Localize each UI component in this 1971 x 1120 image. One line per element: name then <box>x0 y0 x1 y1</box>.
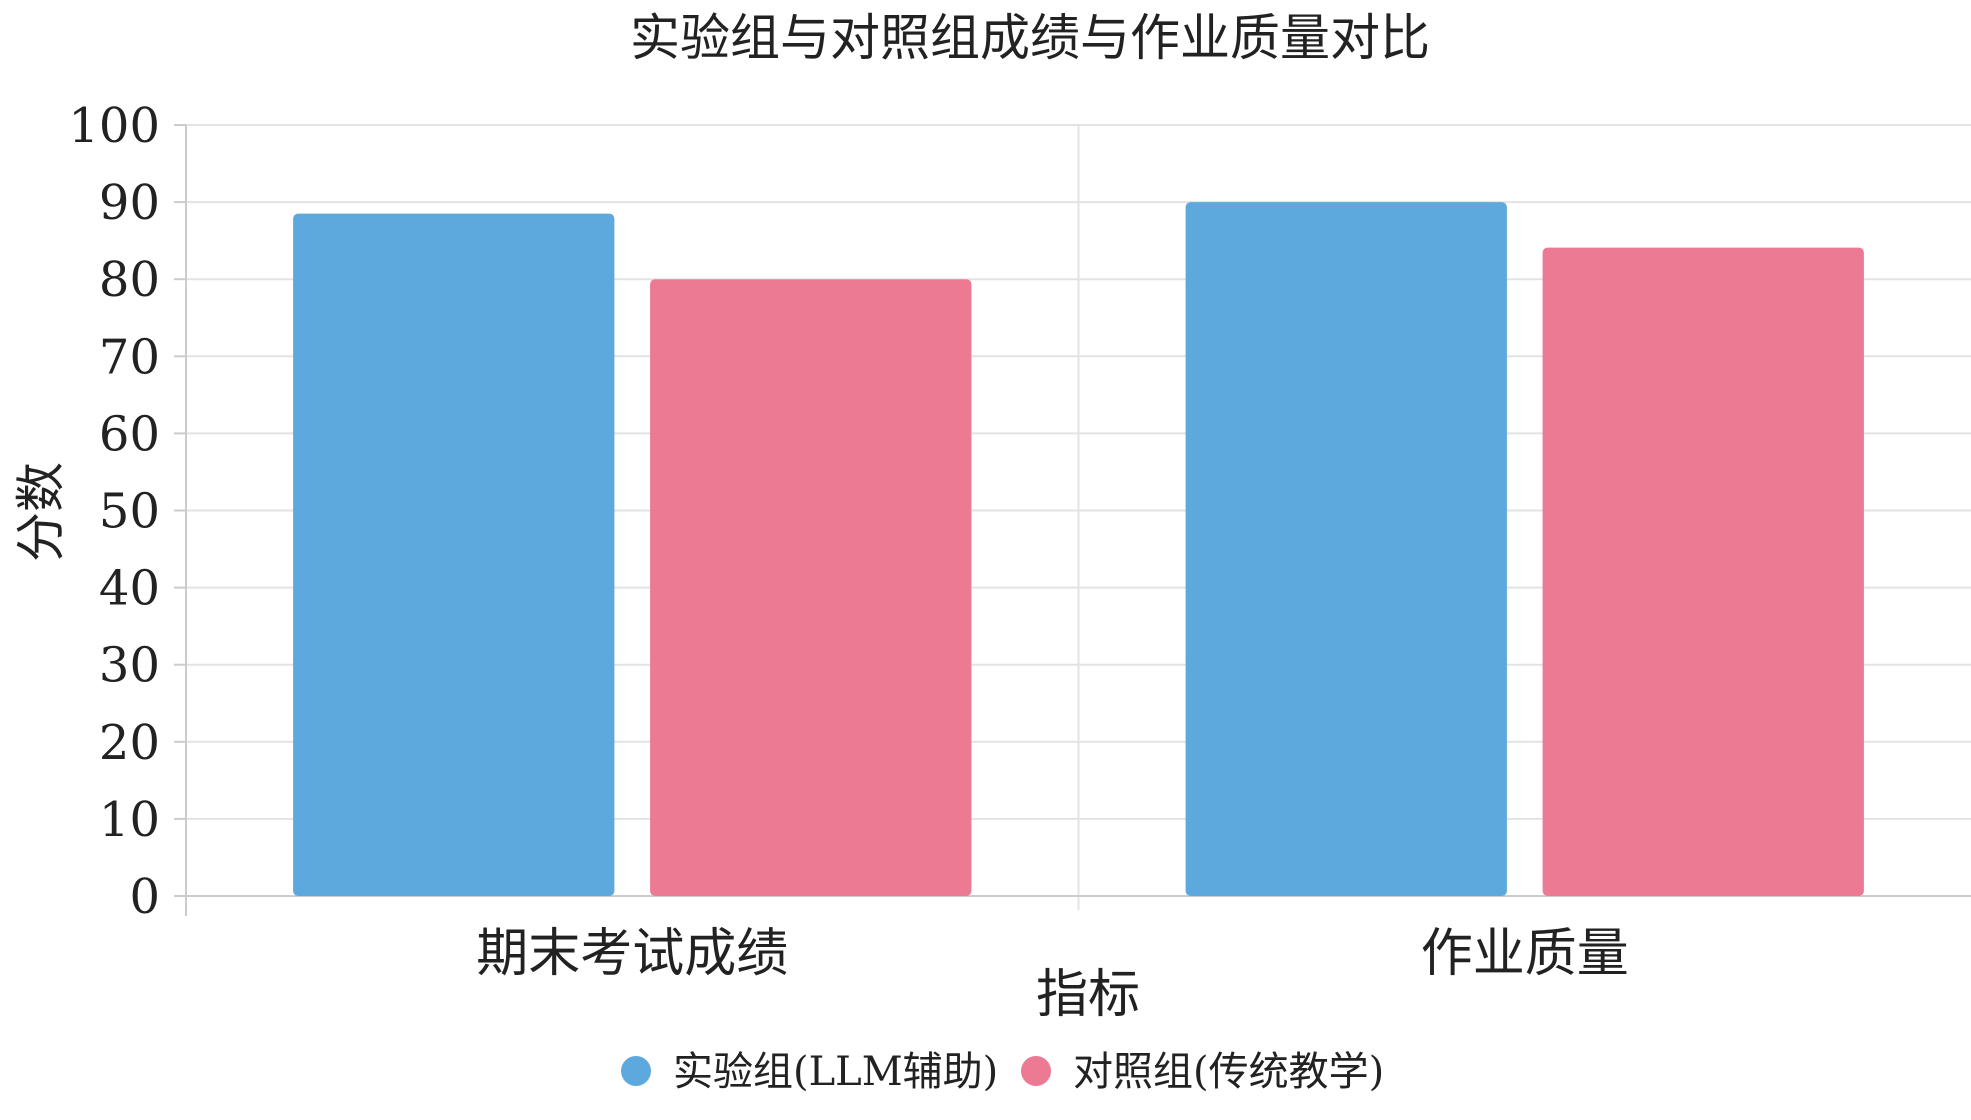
bar-control-0 <box>650 279 972 896</box>
y-tick-label: 60 <box>99 406 160 462</box>
y-tick-label: 0 <box>129 869 160 925</box>
bar-control-1 <box>1542 247 1864 897</box>
y-axis-label: 分数 <box>12 462 70 562</box>
x-tick-label: 作业质量 <box>1421 924 1629 984</box>
legend-swatch <box>621 1056 651 1086</box>
legend: 实验组(LLM辅助) 对照组(传统教学) <box>621 1049 1384 1095</box>
y-tick-label: 90 <box>99 175 160 231</box>
y-tick-label: 30 <box>99 638 160 694</box>
bar-experimental-0 <box>293 213 615 897</box>
x-tick-label: 期末考试成绩 <box>476 924 788 984</box>
legend-label: 实验组(LLM辅助) <box>673 1049 998 1095</box>
legend-label: 对照组(传统教学) <box>1073 1049 1384 1095</box>
y-tick-label: 80 <box>99 252 160 308</box>
bar-layer <box>293 202 1864 897</box>
y-tick-label: 40 <box>99 561 160 617</box>
bar-experimental-1 <box>1185 202 1507 897</box>
axis-layer: 0 10 20 30 40 50 60 70 80 90 100 期末考试成绩 作业质量 <box>68 98 1971 984</box>
y-tick-label: 50 <box>99 484 160 540</box>
x-axis-label: 指标 <box>1036 965 1140 1025</box>
y-tick-label: 100 <box>68 98 160 154</box>
y-tick-label: 10 <box>99 792 160 848</box>
chart-title: 实验组与对照组成绩与作业质量对比 <box>630 9 1430 67</box>
y-tick-label: 20 <box>99 715 160 771</box>
y-tick-label: 70 <box>99 329 160 385</box>
legend-swatch <box>1021 1056 1051 1086</box>
